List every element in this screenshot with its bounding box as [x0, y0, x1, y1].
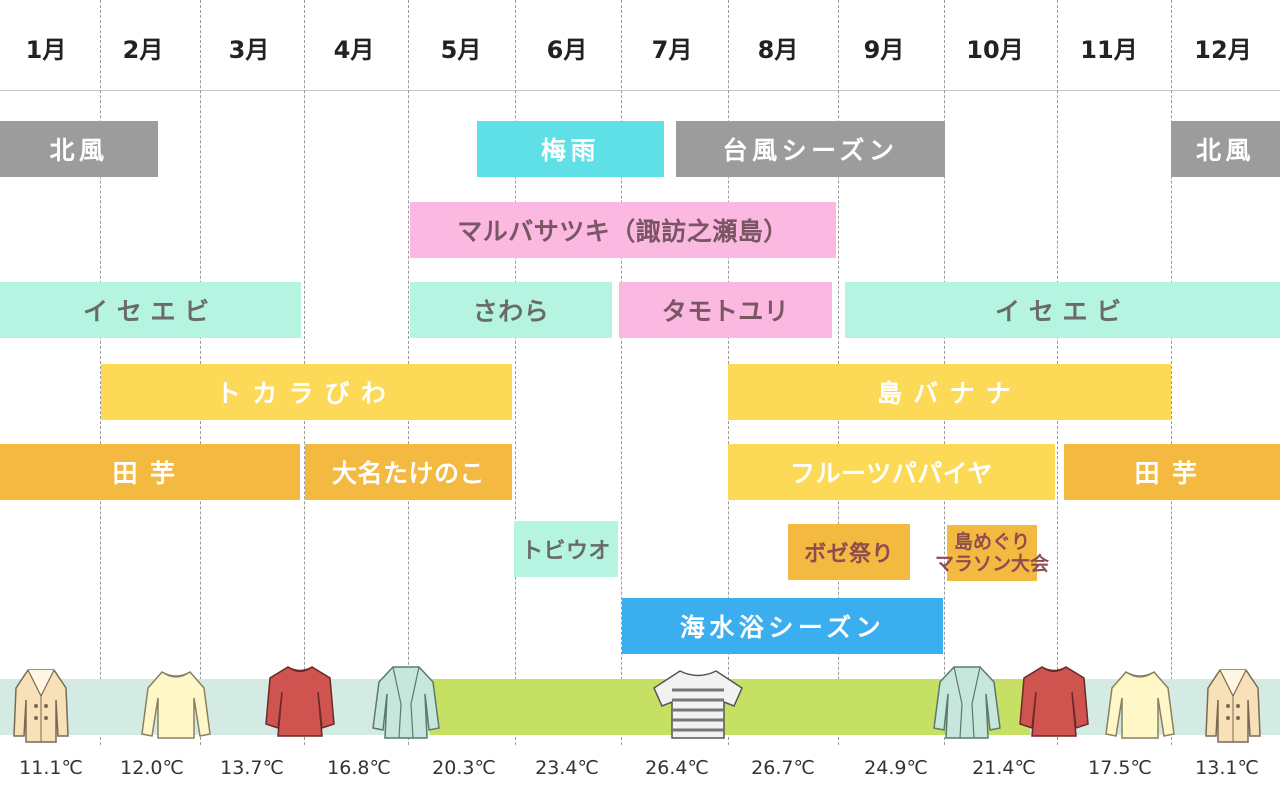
sweater-icon — [140, 668, 212, 748]
coat-icon — [1200, 666, 1266, 748]
temperature-label: 12.0℃ — [120, 757, 184, 779]
tamoto-yuri-bar: タモトユリ — [619, 282, 832, 338]
temperature-label: 21.4℃ — [972, 757, 1036, 779]
typhoon-season-bar: 台風シーズン — [676, 121, 945, 177]
taimo-bar: 田芋 — [1064, 444, 1280, 500]
gridline — [100, 0, 101, 745]
month-label: 5月 — [440, 36, 482, 64]
gridline — [621, 0, 622, 745]
coat-icon — [8, 666, 74, 748]
daimyo-takenoko-bar: 大名たけのこ — [305, 444, 512, 500]
gridline — [1171, 0, 1172, 745]
cardigan-icon — [932, 664, 1002, 746]
temperature-label: 17.5℃ — [1088, 757, 1152, 779]
rainy-season-bar: 梅雨 — [477, 121, 664, 177]
month-label: 2月 — [122, 36, 164, 64]
marubasatsuki-bar: マルバサツキ（諏訪之瀬島） — [410, 202, 836, 258]
cardigan-icon — [371, 664, 441, 746]
month-label: 3月 — [228, 36, 270, 64]
sweater-icon — [1104, 668, 1176, 748]
taimo-bar: 田芋 — [0, 444, 300, 500]
marathon-label-line2: マラソン大会 — [934, 553, 1049, 575]
north-wind-bar: 北風 — [1171, 121, 1280, 177]
tobiuo-bar: トビウオ — [514, 521, 618, 577]
month-label: 12月 — [1194, 36, 1252, 64]
shima-banana-bar: 島バナナ — [728, 364, 1171, 420]
month-label: 8月 — [757, 36, 799, 64]
temperature-label: 16.8℃ — [327, 757, 391, 779]
temperature-label: 26.4℃ — [645, 757, 709, 779]
beach-season-bar: 海水浴シーズン — [622, 598, 943, 654]
temperature-label: 26.7℃ — [751, 757, 815, 779]
gridline — [515, 0, 516, 745]
month-label: 9月 — [863, 36, 905, 64]
marathon-label-line1: 島めぐり — [953, 531, 1030, 553]
month-label: 6月 — [546, 36, 588, 64]
blouse-icon — [264, 664, 336, 744]
north-wind-bar: 北風 — [0, 121, 158, 177]
month-label: 4月 — [333, 36, 375, 64]
tshirt-icon — [650, 668, 746, 746]
month-label: 1月 — [25, 36, 67, 64]
temperature-label: 13.1℃ — [1195, 757, 1259, 779]
fruit-papaya-bar: フルーツパパイヤ — [728, 444, 1055, 500]
ise-ebi-bar: イセエビ — [845, 282, 1280, 338]
ise-ebi-bar: イセエビ — [0, 282, 301, 338]
temperature-label: 13.7℃ — [220, 757, 284, 779]
temperature-label: 20.3℃ — [432, 757, 496, 779]
month-label: 7月 — [651, 36, 693, 64]
temperature-label: 23.4℃ — [535, 757, 599, 779]
temperature-label: 24.9℃ — [864, 757, 928, 779]
month-label: 10月 — [966, 36, 1024, 64]
month-label: 11月 — [1080, 36, 1138, 64]
header-divider — [0, 90, 1280, 91]
boze-festival-bar: ボゼ祭り — [788, 524, 910, 580]
tokara-biwa-bar: トカラびわ — [101, 364, 512, 420]
island-marathon-bar: 島めぐり マラソン大会 — [935, 525, 1049, 581]
blouse-icon — [1018, 664, 1090, 744]
sawara-bar: さわら — [410, 282, 612, 338]
temperature-label: 11.1℃ — [19, 757, 83, 779]
